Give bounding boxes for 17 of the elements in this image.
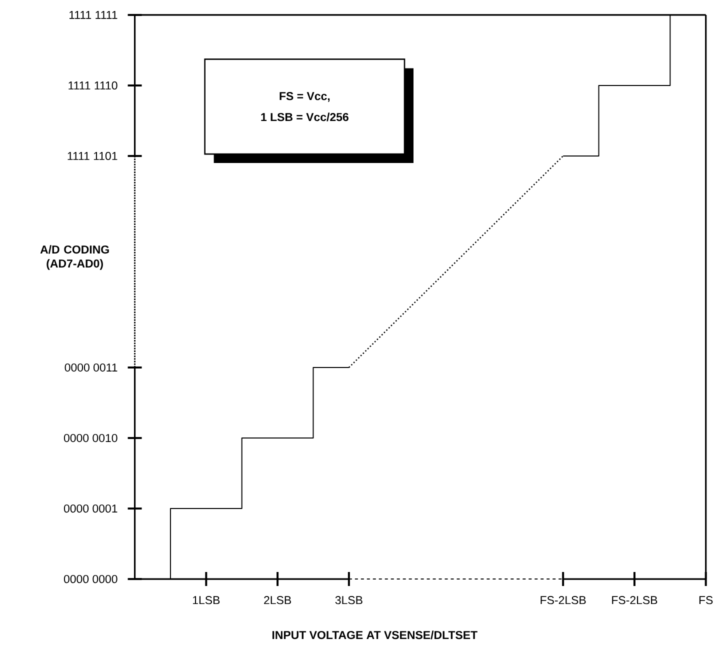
x-tick-label: FS-2LSB bbox=[540, 596, 586, 604]
text: 0000 0000 bbox=[64, 575, 118, 584]
x-tick-label: FS bbox=[699, 596, 713, 604]
text: 1111 1101 bbox=[68, 152, 118, 160]
text: 1111 1110 bbox=[68, 81, 118, 90]
annotation: FS = Vcc, bbox=[280, 92, 330, 102]
annotation: 1 LSB = Vcc/256 bbox=[261, 112, 348, 122]
x-tick-label: 1LSB bbox=[192, 596, 220, 604]
y-axis-title: A/D CODING (AD7-AD0) bbox=[40, 245, 109, 270]
x-tick-label: FS-2LSB bbox=[612, 596, 658, 604]
x-tick-label: 3LSB bbox=[335, 596, 362, 604]
text: 0000 0010 bbox=[64, 434, 118, 442]
x-tick-label: 2LSB bbox=[264, 596, 291, 604]
text: 1111 1111 bbox=[69, 11, 118, 19]
text: 0000 0001 bbox=[64, 504, 118, 513]
text: 0000 0011 bbox=[64, 363, 118, 372]
x-axis-title: INPUT VOLTAGE AT VSENSE/DLTSET bbox=[272, 630, 478, 640]
